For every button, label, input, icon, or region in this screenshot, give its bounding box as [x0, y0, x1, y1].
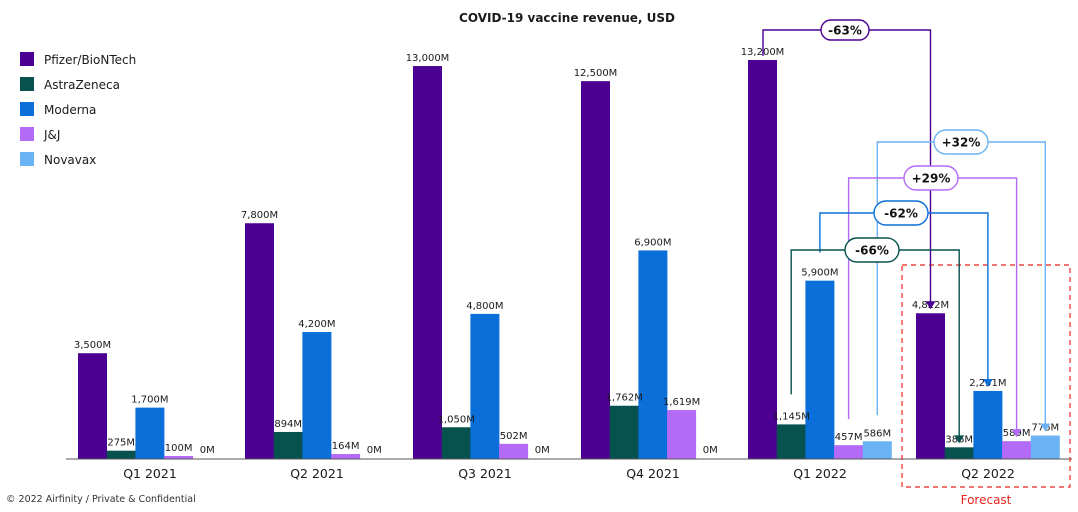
- value-label-novavax-q3-2021: 0M: [535, 445, 550, 456]
- value-label-pfizer-biontech-q2-2021: 7,800M: [241, 210, 278, 221]
- bar-astrazeneca-q2-2021: [273, 431, 303, 459]
- value-label-pfizer-biontech-q3-2021: 13,000M: [406, 53, 450, 64]
- connector-arrow-j-j: [1011, 429, 1022, 438]
- legend-label-astrazeneca: AstraZeneca: [44, 78, 120, 92]
- bar-astrazeneca-q3-2021: [441, 427, 471, 459]
- change-pill-moderna: [873, 200, 929, 226]
- value-label-j-j-q1-2022: 457M: [835, 432, 863, 443]
- bar-j-j-q2-2022: [1002, 441, 1032, 459]
- connector-arrow-astrazeneca: [954, 435, 965, 444]
- connector-arrow-moderna: [982, 378, 993, 387]
- value-label-pfizer-biontech-q1-2021: 3,500M: [74, 340, 111, 351]
- value-label-astrazeneca-q3-2021: 1,050M: [438, 414, 475, 425]
- legend-label-novavax: Novavax: [44, 153, 96, 167]
- connector-line-pfizer-biontech: [762, 29, 932, 304]
- value-label-j-j-q1-2021: 100M: [165, 443, 193, 454]
- change-label-novavax: +32%: [942, 136, 981, 150]
- change-label-astrazeneca: -66%: [855, 244, 889, 258]
- footer-text: © 2022 Airfinity / Private & Confidentia…: [6, 494, 196, 505]
- connector-arrow-pfizer-biontech: [925, 301, 936, 310]
- bar-moderna-q1-2022: [805, 280, 835, 459]
- category-label-q2-2021: Q2 2021: [290, 466, 344, 481]
- bar-astrazeneca-q1-2021: [106, 450, 136, 459]
- bar-astrazeneca-q1-2022: [776, 424, 806, 459]
- legend-swatch-moderna: [20, 102, 34, 116]
- legend-label-pfizer-biontech: Pfizer/BioNTech: [44, 53, 136, 67]
- bar-pfizer-biontech-q2-2022: [916, 313, 945, 459]
- bar-moderna-q2-2022: [973, 390, 1003, 459]
- bar-pfizer-biontech-q4-2021: [581, 81, 610, 459]
- bar-pfizer-biontech-q1-2021: [78, 353, 107, 459]
- value-label-moderna-q3-2021: 4,800M: [466, 301, 503, 312]
- change-pill-astrazeneca: [844, 237, 900, 263]
- bars: [78, 60, 1060, 459]
- bar-j-j-q2-2021: [331, 454, 361, 459]
- legend-label-moderna: Moderna: [44, 103, 96, 117]
- bar-moderna-q1-2021: [135, 407, 165, 459]
- value-label-j-j-q4-2021: 1,619M: [663, 397, 700, 408]
- value-label-novavax-q1-2022: 586M: [863, 428, 891, 439]
- legend-swatch-novavax: [20, 152, 34, 166]
- value-label-moderna-q4-2021: 6,900M: [634, 237, 671, 248]
- legend-swatch-pfizer-biontech: [20, 52, 34, 66]
- value-label-pfizer-biontech-q4-2021: 12,500M: [574, 68, 618, 79]
- category-label-q3-2021: Q3 2021: [458, 466, 512, 481]
- legend-swatch-astrazeneca: [20, 77, 34, 91]
- change-connectors: -63% +32% +29% -62% -66%: [762, 19, 1051, 444]
- forecast-box: [901, 264, 1071, 488]
- bar-astrazeneca-q4-2021: [609, 405, 639, 459]
- bar-moderna-q4-2021: [638, 250, 668, 459]
- bar-j-j-q3-2021: [499, 443, 529, 459]
- change-label-pfizer-biontech: -63%: [828, 24, 862, 38]
- change-label-moderna: -62%: [884, 207, 918, 221]
- connector-line-moderna: [819, 212, 989, 381]
- bar-moderna-q2-2021: [302, 332, 332, 459]
- forecast-label: Forecast: [961, 493, 1012, 507]
- value-label-j-j-q2-2021: 164M: [332, 441, 360, 452]
- change-pill-novavax: [933, 129, 989, 155]
- value-label-novavax-q4-2021: 0M: [703, 445, 718, 456]
- bar-pfizer-biontech-q3-2021: [413, 66, 442, 459]
- value-labels: 3,500M 275M 1,700M 100M 0M 7,800M 894M 4,200M 16…: [74, 47, 1059, 456]
- legend-swatch-j-j: [20, 127, 34, 141]
- bar-moderna-q3-2021: [470, 313, 500, 459]
- value-label-novavax-q2-2021: 0M: [367, 445, 382, 456]
- category-label-q1-2022: Q1 2022: [793, 466, 847, 481]
- value-label-moderna-q1-2022: 5,900M: [801, 268, 838, 279]
- category-label-q4-2021: Q4 2021: [626, 466, 680, 481]
- connector-arrow-novavax: [1040, 423, 1051, 432]
- category-labels: Q1 2021 Q2 2021 Q3 2021 Q4 2021 Q1 2022 Q2 20…: [123, 466, 1015, 481]
- change-pill-pfizer-biontech: [820, 19, 870, 41]
- category-label-q2-2022: Q2 2022: [961, 466, 1015, 481]
- change-pill-j-j: [903, 165, 959, 191]
- change-label-j-j: +29%: [912, 172, 951, 186]
- bar-j-j-q4-2021: [667, 410, 697, 459]
- value-label-astrazeneca-q1-2021: 275M: [107, 438, 135, 449]
- legend-label-j-j: J&J: [43, 128, 60, 142]
- bar-j-j-q1-2022: [834, 445, 864, 459]
- bar-novavax-q2-2022: [1030, 435, 1060, 459]
- value-label-novavax-q1-2021: 0M: [200, 445, 215, 456]
- bar-astrazeneca-q2-2022: [944, 447, 974, 459]
- value-label-moderna-q1-2021: 1,700M: [131, 395, 168, 406]
- value-label-astrazeneca-q4-2021: 1,762M: [606, 393, 643, 404]
- value-label-astrazeneca-q2-2021: 894M: [274, 419, 302, 430]
- bar-j-j-q1-2021: [164, 455, 194, 459]
- bar-pfizer-biontech-q2-2021: [245, 223, 274, 459]
- bar-novavax-q1-2022: [862, 441, 892, 459]
- chart-title: COVID-19 vaccine revenue, USD: [459, 11, 675, 25]
- value-label-j-j-q3-2021: 502M: [500, 431, 528, 442]
- legend: Pfizer/BioNTech AstraZeneca Moderna J&J Nova…: [20, 52, 136, 167]
- bar-pfizer-biontech-q1-2022: [748, 60, 777, 459]
- value-label-astrazeneca-q1-2022: 1,145M: [773, 411, 810, 422]
- value-label-moderna-q2-2021: 4,200M: [298, 319, 335, 330]
- category-label-q1-2021: Q1 2021: [123, 466, 177, 481]
